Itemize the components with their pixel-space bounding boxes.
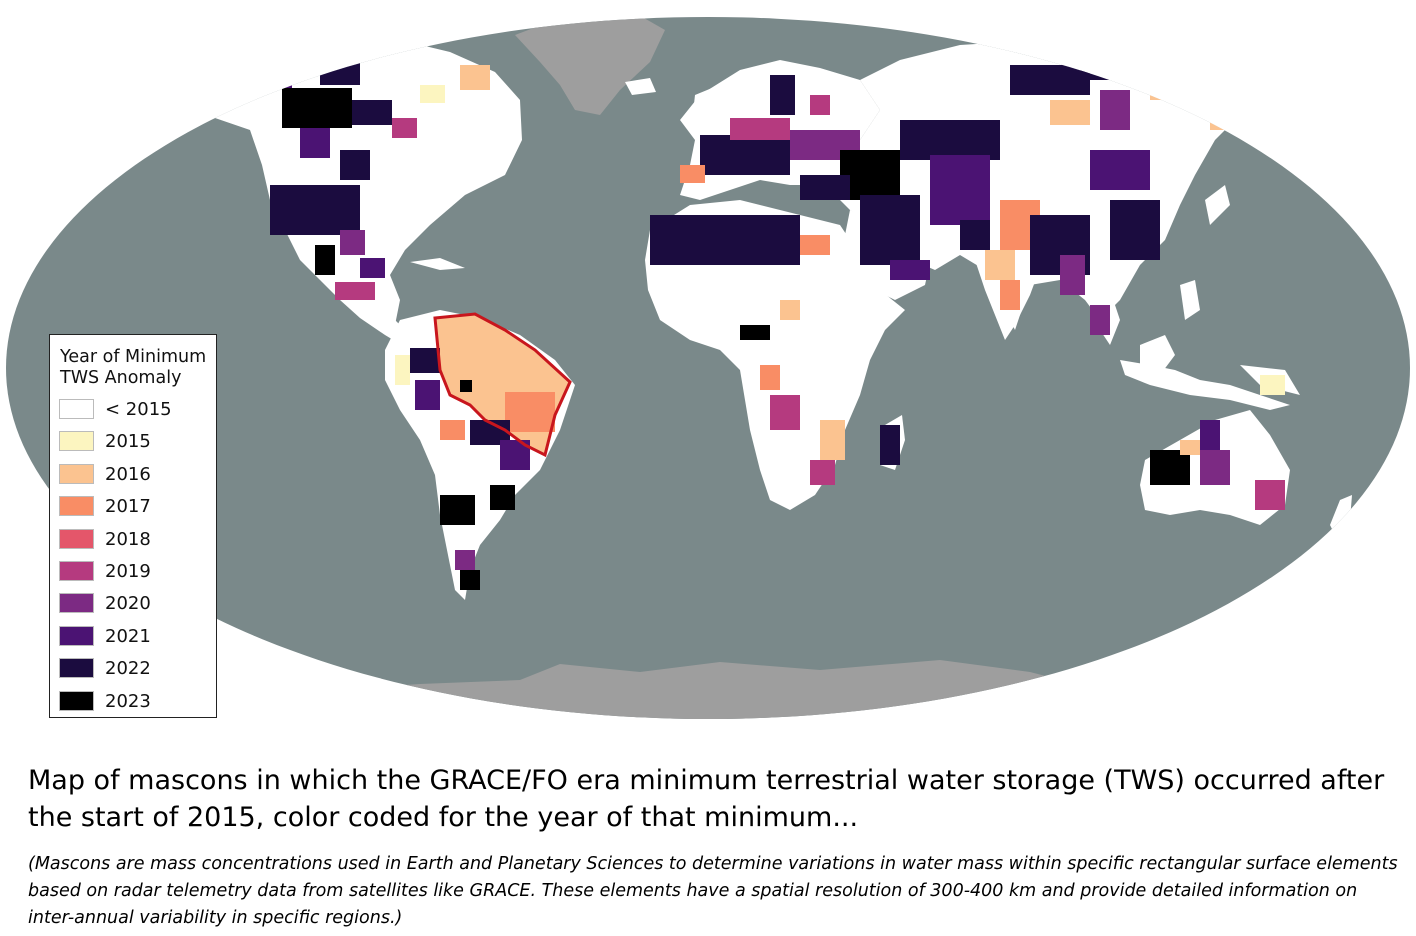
caption-note: (Mascons are mass concentrations used in… [28, 854, 1398, 928]
legend-item: 2023 [59, 690, 209, 713]
legend-swatch [59, 561, 94, 581]
north-america [160, 40, 522, 325]
legend-item: 2015 [59, 431, 209, 453]
borneo [1140, 335, 1175, 375]
legend-title: Year of Minimum TWS Anomaly [60, 347, 207, 388]
legend-label: 2019 [105, 561, 151, 582]
legend-label: 2020 [105, 593, 151, 615]
legend-item: < 2015 [59, 399, 209, 421]
japan [1205, 185, 1230, 225]
legend-swatch [59, 690, 94, 711]
legend-label: 2023 [105, 690, 151, 712]
greenland [515, 17, 665, 115]
legend-item: 2019 [59, 561, 209, 583]
world-map: Year of Minimum TWS Anomaly < 2015 2015 20… [6, 17, 1410, 719]
legend-swatch [59, 528, 94, 549]
legend-swatch [59, 431, 94, 452]
legend-swatch [59, 399, 94, 419]
legend-label: 2015 [105, 431, 151, 453]
legend-label: 2022 [105, 658, 151, 680]
uk [692, 88, 718, 130]
legend-label: < 2015 [105, 399, 172, 420]
legend-item: 2021 [59, 625, 209, 648]
new-zealand [1330, 495, 1352, 535]
legend-item: 2018 [59, 528, 209, 551]
legend-item: 2017 [59, 496, 209, 518]
legend-swatch [59, 463, 94, 484]
philippines [1180, 280, 1200, 320]
legend-swatch [59, 593, 94, 614]
legend-label: 2017 [105, 496, 151, 518]
indonesia [1120, 360, 1290, 410]
legend-item: 2020 [59, 593, 209, 615]
legend-label: 2018 [105, 528, 151, 550]
legend-item: 2022 [59, 658, 209, 680]
legend-item: 2016 [59, 463, 209, 486]
legend-label: 2016 [105, 463, 151, 485]
map-legend: Year of Minimum TWS Anomaly < 2015 2015 20… [49, 334, 217, 718]
map-canvas [6, 17, 1410, 719]
legend-swatch [59, 496, 94, 517]
cuba [410, 258, 465, 270]
legend-swatch [59, 658, 94, 679]
legend-swatch [59, 625, 94, 646]
iceland [625, 78, 656, 95]
caption-main: Map of mascons in which the GRACE/FO era… [28, 765, 1385, 833]
legend-label: 2021 [105, 625, 151, 647]
antarctica [300, 660, 1150, 719]
